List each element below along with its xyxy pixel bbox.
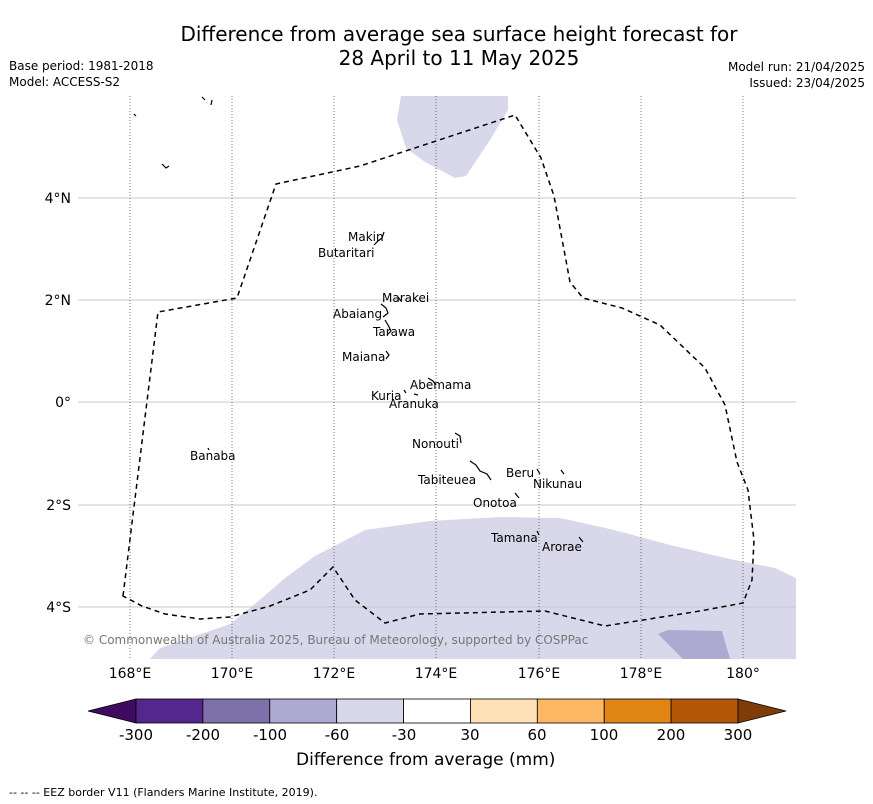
model-run: Model run: 21/04/2025 [727,60,865,74]
colorbar-bin [336,698,404,724]
title-line-1: Difference from average sea surface heig… [180,22,738,46]
colorbar-tick-label: 30 [460,726,479,744]
island-label-aranuka: Aranuka [389,397,439,411]
lat-tick-label: 4°S [46,600,71,616]
meta-right: Model run: 21/04/2025 Issued: 23/04/2025 [728,59,865,91]
colorbar-bin [670,698,739,724]
island-label-nikunau: Nikunau [533,477,582,491]
colorbar-title: Difference from average (mm) [296,750,556,770]
colorbar-bins [135,698,739,724]
colorbar-under-arrow [87,698,137,724]
colorbar-bin [470,698,538,724]
island-outlines [133,96,584,543]
colorbar-tick-label: -60 [325,726,350,744]
colorbar-bin [536,698,605,724]
island-label-nonouti: Nonouti [412,437,459,451]
island-label-maiana: Maiana [342,350,385,364]
colorbar-tick-label: -300 [119,726,153,744]
issued-date: Issued: 23/04/2025 [749,76,865,90]
colorbar-bin [269,698,338,724]
map-title: Difference from average sea surface heig… [0,22,873,70]
base-period: Base period: 1981-2018 [9,59,154,73]
island-label-beru: Beru [506,466,534,480]
anomaly-region-south [150,517,796,659]
lat-tick-labels: 4°N 2°N 0° 2°S 4°S [45,191,72,616]
island-label-arorae: Arorae [542,540,582,554]
colorbar-tick-labels: -300 -200 -100 -60 -30 30 60 100 200 300 [119,726,752,744]
island-label-abaiang: Abaiang [333,307,382,321]
lat-tick-label: 2°S [46,498,71,514]
lat-gridlines [78,197,796,608]
island-label-banaba: Banaba [190,449,236,463]
colorbar-bin [135,698,204,724]
lon-tick-label: 174°E [415,666,458,682]
colorbar-bin [202,698,271,724]
colorbar-tick-label: 300 [724,726,753,744]
colorbar-tick-label: 200 [657,726,686,744]
lon-tick-label: 170°E [211,666,254,682]
lon-tick-label: 176°E [518,666,561,682]
lon-tick-label: 178°E [620,666,663,682]
island-label-kuria: Kuria [371,389,402,403]
colorbar-bin [403,698,471,724]
lat-tick-label: 0° [55,395,71,411]
meta-left: Base period: 1981-2018 Model: ACCESS-S2 [9,58,154,90]
colorbar-tick-label: -100 [253,726,287,744]
island-label-abemama: Abemama [410,378,471,392]
map-panel: Makin Butaritari Marakei Abaiang Tarawa … [78,96,796,659]
island-label-butaritari: Butaritari [318,246,375,260]
colorbar-bin [603,698,672,724]
island-label-tabiteuea: Tabiteuea [417,473,476,487]
island-label-tarawa: Tarawa [372,325,415,339]
model-name: Model: ACCESS-S2 [9,75,121,89]
colorbar-over-arrow [737,698,787,724]
title-line-2: 28 April to 11 May 2025 [338,46,580,70]
lon-tick-label: 172°E [313,666,356,682]
anomaly-region-north [397,96,508,178]
colorbar-tick-label: -200 [186,726,220,744]
colorbar-tick-label: 100 [590,726,619,744]
colorbar-tick-label: -30 [392,726,417,744]
colorbar-tick-label: 60 [527,726,546,744]
island-label-marakei: Marakei [382,291,429,305]
lon-tick-label: 180° [726,666,760,682]
lon-gridlines [129,96,744,659]
copyright-notice: © Commonwealth of Australia 2025, Bureau… [83,633,588,647]
colorbar: -300 -200 -100 -60 -30 30 60 100 200 300 [87,698,787,744]
island-label-makin: Makin [348,230,384,244]
lat-tick-label: 2°N [45,293,71,309]
island-labels: Makin Butaritari Marakei Abaiang Tarawa … [190,230,582,554]
lat-tick-label: 4°N [45,191,71,207]
anomaly-region-southeast [658,630,730,659]
eez-footnote: -- -- -- EEZ border V11 (Flanders Marine… [9,786,318,799]
lon-tick-labels: 168°E 170°E 172°E 174°E 176°E 178°E 180° [109,666,760,682]
island-label-onotoa: Onotoa [473,496,517,510]
lon-tick-label: 168°E [109,666,152,682]
island-label-tamana: Tamana [490,531,538,545]
